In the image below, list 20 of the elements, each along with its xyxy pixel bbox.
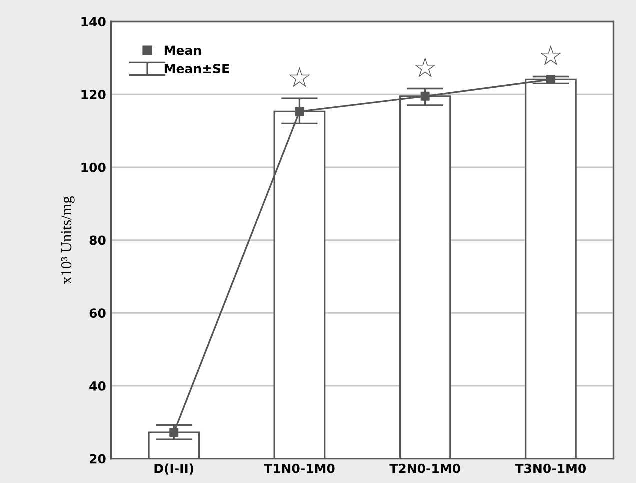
y-tick-label: 80 [90, 236, 106, 246]
x-tick-label: T2N0-1M0 [390, 464, 460, 474]
point [170, 428, 179, 438]
y-tick-label: 100 [82, 162, 106, 172]
y-tick-label: 140 [82, 17, 106, 27]
legend-label: Mean [164, 46, 202, 56]
y-tick-label: 40 [90, 381, 106, 391]
y-tick-label: 120 [82, 90, 106, 100]
y-tick-label: 20 [90, 454, 106, 464]
point [295, 107, 304, 116]
x-tick-label: D(I-II) [154, 464, 194, 475]
x-tick-label: T1N0-1M0 [264, 464, 335, 474]
annotation: ☆ [414, 57, 436, 78]
y-tick-label: 60 [90, 308, 106, 318]
annotation: ☆ [540, 45, 562, 66]
legend-label: Mean±SE [164, 64, 230, 74]
x-tick-label: T3N0-1M0 [515, 464, 586, 474]
y-axis-title: x10³ Units/mg [61, 196, 75, 284]
annotation: ☆ [289, 67, 310, 88]
point [420, 92, 430, 101]
